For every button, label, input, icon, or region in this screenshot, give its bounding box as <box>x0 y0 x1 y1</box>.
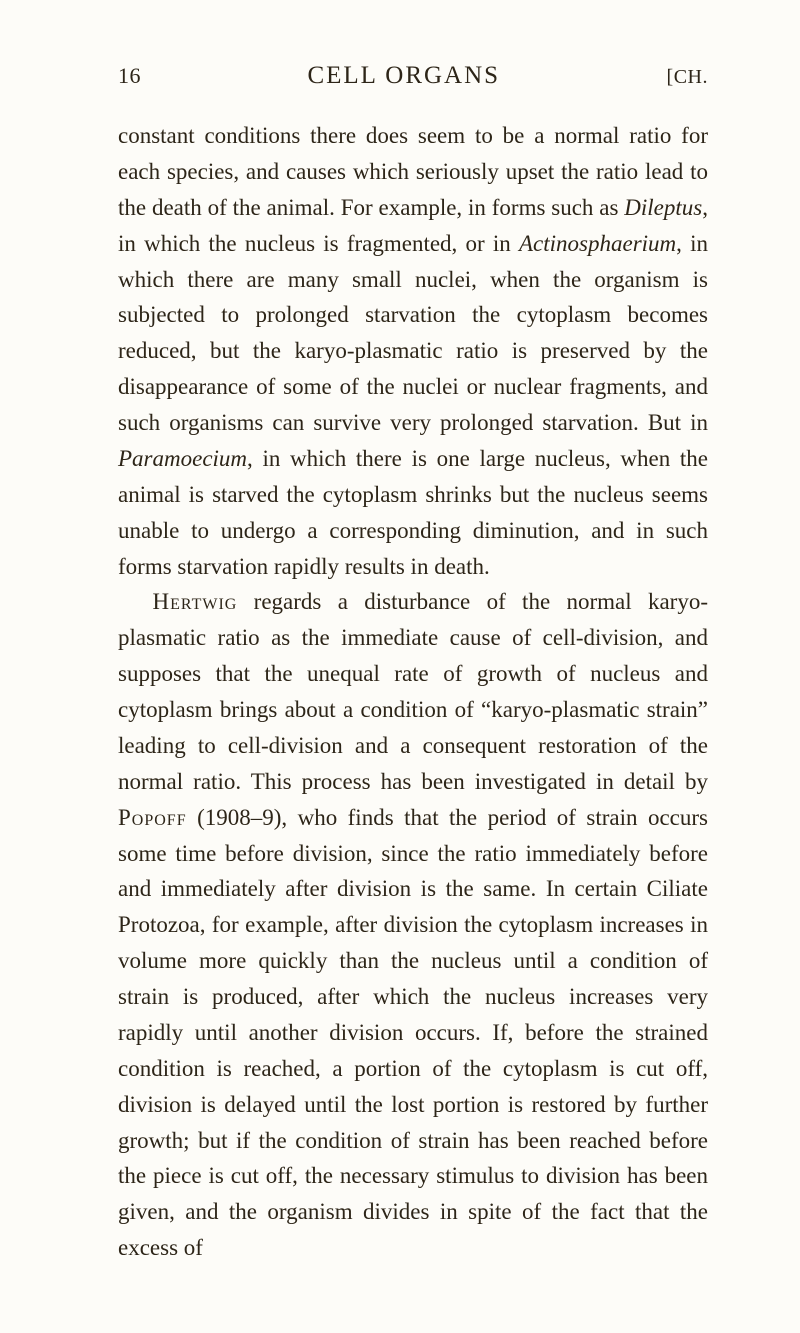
smallcaps-name: Hertwig <box>153 589 238 614</box>
text-run: constant conditions there does seem to b… <box>118 123 708 220</box>
running-header: 16 CELL ORGANS [CH. <box>118 62 708 90</box>
book-page: 16 CELL ORGANS [CH. constant conditions … <box>0 0 800 1333</box>
text-run: , in which there are many small nuclei, … <box>118 231 708 435</box>
running-title: CELL ORGANS <box>141 62 667 90</box>
text-run: regards a disturbance of the normal kary… <box>118 589 708 793</box>
page-number: 16 <box>118 63 141 89</box>
chapter-mark: [CH. <box>667 66 708 89</box>
italic-term: Dileptus <box>624 195 702 220</box>
paragraph-2: Hertwig regards a disturbance of the nor… <box>118 584 708 1266</box>
text-run: (1908–9), who finds that the period of s… <box>118 805 708 1261</box>
paragraph-1: constant conditions there does seem to b… <box>118 118 708 584</box>
body-text: constant conditions there does seem to b… <box>118 118 708 1266</box>
smallcaps-name: Popoff <box>118 805 187 830</box>
italic-term: Actino­sphaerium <box>519 231 676 256</box>
italic-term: Paramoecium <box>118 446 247 471</box>
